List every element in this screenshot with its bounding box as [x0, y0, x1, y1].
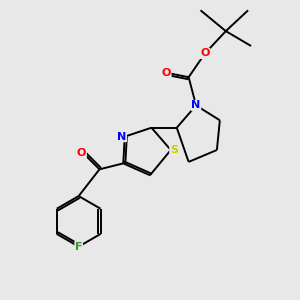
Text: S: S [170, 145, 178, 155]
Text: N: N [117, 132, 126, 142]
Text: F: F [75, 242, 82, 252]
Text: O: O [77, 148, 86, 158]
Text: O: O [200, 48, 210, 59]
Text: N: N [191, 100, 201, 110]
Text: O: O [162, 68, 171, 78]
